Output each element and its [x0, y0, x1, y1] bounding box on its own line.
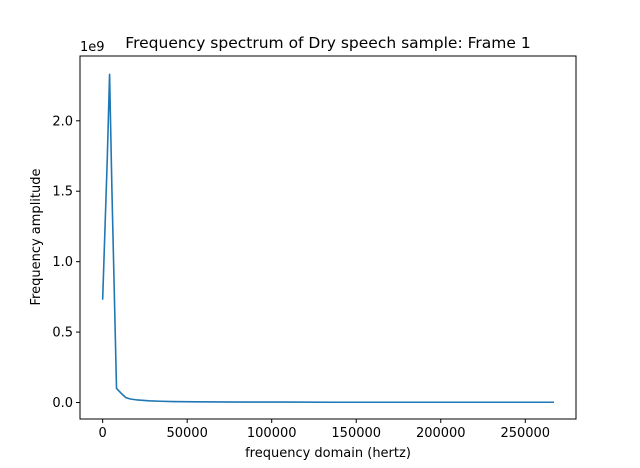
x-axis-label: frequency domain (hertz): [245, 446, 411, 461]
x-axis-ticks: 0 50000 100000 150000 200000 250000: [99, 419, 550, 441]
y-axis-label: Frequency amplitude: [29, 169, 44, 306]
series-line: [101, 73, 555, 404]
y-axis-ticks: 0.0 0.5 1.0 1.5 2.0: [52, 114, 80, 411]
x-tick-label: 50000: [166, 426, 207, 441]
x-tick-label: 0: [99, 426, 107, 441]
plot-frame: [79, 55, 577, 420]
y-tick-label: 0.5: [52, 326, 73, 341]
y-tick-label: 1.5: [52, 185, 73, 200]
y-tick-label: 1.0: [52, 255, 73, 270]
chart-title: Frequency spectrum of Dry speech sample:…: [125, 34, 530, 52]
plot-background: [80, 56, 576, 419]
y-tick-label: 2.0: [52, 114, 73, 129]
x-tick-label: 150000: [331, 426, 381, 441]
y-axis-offset-label: 1e9: [80, 40, 105, 55]
y-tick-label: 0.0: [52, 396, 73, 411]
x-tick-label: 200000: [416, 426, 466, 441]
x-tick-label: 100000: [247, 426, 297, 441]
series-layer: [101, 73, 555, 404]
x-tick-label: 250000: [500, 426, 550, 441]
